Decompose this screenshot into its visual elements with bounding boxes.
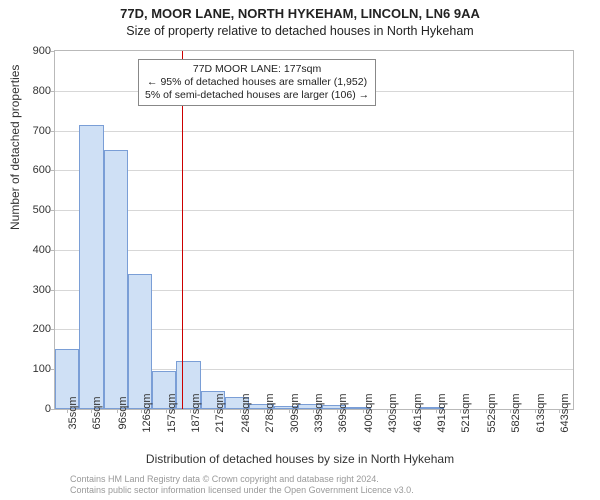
y-tick-label: 400 [33,244,51,256]
y-tick-mark [51,51,55,52]
y-tick-label: 700 [33,125,51,137]
y-tick-label: 800 [33,85,51,97]
x-tick-mark [264,409,265,413]
footer-line2: Contains public sector information licen… [70,485,414,495]
y-tick-label: 200 [33,323,51,335]
y-tick-label: 600 [33,164,51,176]
x-tick-mark [535,409,536,413]
x-tick-mark [117,409,118,413]
y-tick-mark [51,290,55,291]
footer-line1: Contains HM Land Registry data © Crown c… [70,474,379,484]
y-tick-label: 900 [33,45,51,57]
x-tick-mark [91,409,92,413]
x-axis-label: Distribution of detached houses by size … [0,452,600,466]
histogram-plot: 010020030040050060070080090035sqm65sqm96… [54,50,574,410]
y-tick-label: 300 [33,284,51,296]
y-tick-mark [51,131,55,132]
x-tick-mark [486,409,487,413]
y-tick-label: 100 [33,363,51,375]
x-tick-mark [289,409,290,413]
anno-line2: ← 95% of detached houses are smaller (1,… [145,76,369,89]
y-tick-mark [51,250,55,251]
y-tick-mark [51,170,55,171]
annotation-box: 77D MOOR LANE: 177sqm ← 95% of detached … [138,59,376,106]
x-tick-mark [387,409,388,413]
x-tick-mark [510,409,511,413]
x-tick-mark [460,409,461,413]
x-tick-mark [412,409,413,413]
x-tick-mark [240,409,241,413]
x-tick-mark [141,409,142,413]
y-tick-mark [51,329,55,330]
y-tick-label: 500 [33,204,51,216]
y-tick-mark [51,369,55,370]
x-tick-mark [166,409,167,413]
y-tick-mark [51,409,55,410]
chart-title-desc: Size of property relative to detached ho… [0,24,600,38]
chart-title-address: 77D, MOOR LANE, NORTH HYKEHAM, LINCOLN, … [0,6,600,21]
x-tick-mark [559,409,560,413]
x-tick-mark [67,409,68,413]
x-tick-mark [190,409,191,413]
y-axis-label: Number of detached properties [8,65,22,230]
x-tick-mark [436,409,437,413]
anno-line1: 77D MOOR LANE: 177sqm [145,63,369,76]
anno-line3: 5% of semi-detached houses are larger (1… [145,89,369,102]
y-tick-mark [51,91,55,92]
x-tick-mark [337,409,338,413]
x-tick-mark [313,409,314,413]
x-tick-mark [214,409,215,413]
x-tick-mark [363,409,364,413]
y-tick-mark [51,210,55,211]
